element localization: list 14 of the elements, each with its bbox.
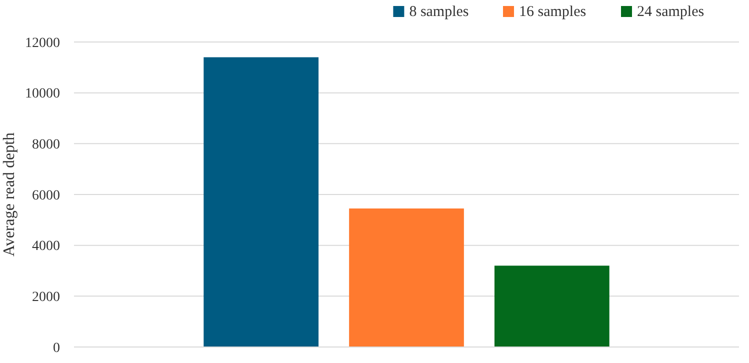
bar xyxy=(349,208,464,347)
bar xyxy=(494,266,610,347)
y-tick-label: 10000 xyxy=(25,86,60,102)
legend-label: 8 samples xyxy=(409,4,469,20)
bar xyxy=(204,57,319,347)
legend-label: 16 samples xyxy=(519,4,586,20)
legend-label: 24 samples xyxy=(637,4,704,20)
y-tick-label: 8000 xyxy=(32,138,60,153)
y-tick-label: 12000 xyxy=(25,36,60,51)
y-tick-label: 0 xyxy=(53,340,60,356)
y-tick-label: 2000 xyxy=(32,290,60,306)
y-axis-title: Average read depth xyxy=(1,132,18,257)
y-tick-label: 4000 xyxy=(32,239,60,254)
y-tick-label: 6000 xyxy=(32,188,60,204)
